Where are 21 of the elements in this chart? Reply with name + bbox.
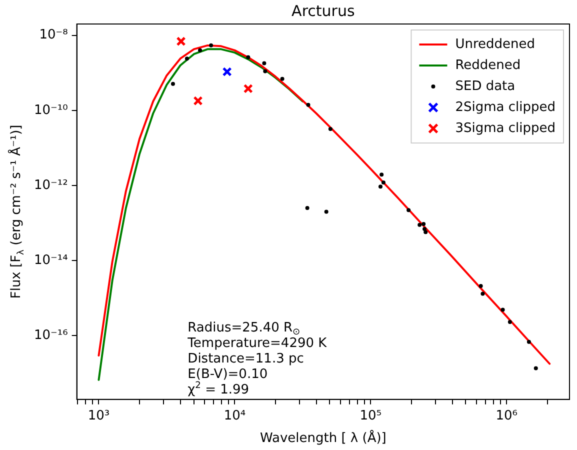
legend-label: 3Sigma clipped [455,120,556,136]
annotation: Temperature=4290 K [186,336,328,351]
y-tick-label: 10⁻¹⁰ [34,102,68,118]
annotation: E(B-V)=0.10 [188,366,268,382]
y-tick-label: 10⁻¹² [34,178,68,193]
x-tick-label: 10³ [88,408,110,424]
y-tick-label: 10⁻¹⁶ [34,328,68,343]
y-tick-label: 10⁻¹⁴ [34,252,68,268]
legend-label: 2Sigma clipped [455,100,556,115]
y-tick-label: 10⁻⁸ [39,28,68,43]
y-axis-title: Flux [Fλ (erg cm⁻² s⁻¹ Å⁻¹)] [7,124,26,299]
x-tick-label: 10⁴ [224,408,246,424]
annotation: Distance=11.3 pc [188,351,304,366]
x-tick-label: 10⁶ [496,408,518,424]
x-axis-title: Wavelength [ λ (Å)] [260,429,386,446]
legend-label: Reddened [455,58,521,73]
annotation: Radius=25.40 R⊙ [188,320,300,338]
legend-label: Unreddened [455,36,536,52]
x-tick-label: 10⁵ [360,408,382,424]
legend-label: SED data [455,78,516,94]
chart-title: Arcturus [292,2,355,20]
